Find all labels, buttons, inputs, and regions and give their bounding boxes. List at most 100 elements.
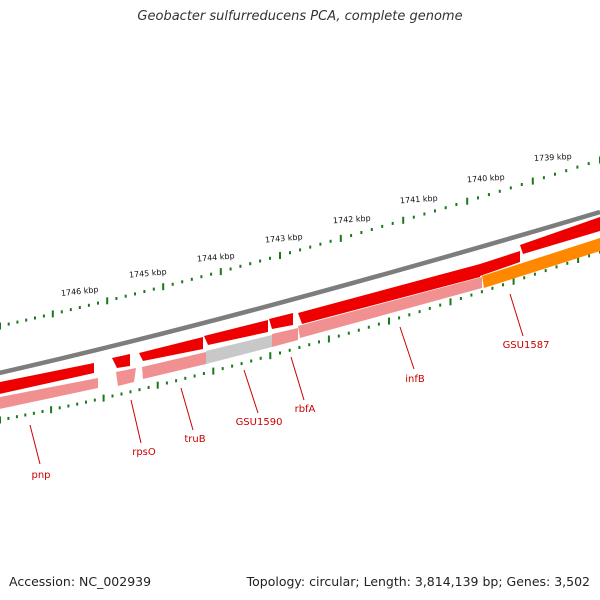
ruler-dot <box>152 287 155 291</box>
gene-label-rpso[interactable]: rpsO <box>132 447 156 458</box>
gene-reverse-rbfa[interactable] <box>272 328 298 347</box>
gene-label-gsu1590[interactable]: GSU1590 <box>236 417 283 428</box>
ruler-dot <box>269 256 271 260</box>
ruler-dot <box>76 402 79 406</box>
ruler-tick <box>531 177 534 185</box>
gene-label-trub[interactable]: truB <box>184 434 205 445</box>
ruler-dot <box>143 290 146 293</box>
ruler-tick <box>449 298 452 306</box>
ruler-tick <box>0 322 1 330</box>
ruler-label-1744: 1744 kbp <box>197 251 235 263</box>
ruler-dot <box>120 392 123 396</box>
gene-reverse-infb[interactable] <box>298 277 482 338</box>
ruler-dot <box>97 301 99 305</box>
gene-forward-infb[interactable] <box>298 264 480 324</box>
ruler-dot <box>308 343 311 347</box>
ruler-dot <box>202 372 205 375</box>
gene-forward-gsu1588[interactable] <box>480 251 520 276</box>
ruler-dot <box>93 398 96 402</box>
ruler-label-1743: 1743 kbp <box>265 232 303 244</box>
gene-forward-rpso[interactable] <box>112 354 130 368</box>
ruler-dot <box>60 310 63 314</box>
gene-reverse-gsu1587[interactable] <box>482 238 600 288</box>
ruler-dot <box>193 374 196 378</box>
ruler-dot <box>439 303 442 307</box>
gene-reverse-pnp[interactable] <box>0 378 98 410</box>
ruler-dot <box>434 209 436 213</box>
connector-gsu1587 <box>509 293 524 337</box>
ruler-dot <box>229 267 232 271</box>
ruler-dot <box>85 400 87 404</box>
ruler-dot <box>249 262 252 266</box>
gene-reverse-gsu1590[interactable] <box>206 335 272 364</box>
ruler-tick <box>212 367 215 375</box>
ruler-dot <box>502 283 504 287</box>
ruler-tick <box>466 197 469 205</box>
backbone-line <box>0 209 600 376</box>
ruler-dot <box>221 367 224 371</box>
ruler-dot <box>487 193 490 197</box>
ruler-dot <box>115 297 118 300</box>
ruler-dot <box>318 340 320 344</box>
ruler-tick <box>279 252 281 259</box>
ruler-dot <box>423 212 426 216</box>
ruler-dot <box>279 351 281 355</box>
connector-trub <box>180 387 194 431</box>
ruler-dot <box>337 334 340 338</box>
ruler-dot <box>309 245 312 249</box>
ruler-dot <box>288 348 291 352</box>
ruler-label-1741: 1741 kbp <box>400 194 438 206</box>
gene-label-gsu1587[interactable]: GSU1587 <box>503 340 550 351</box>
gene-label-infb[interactable]: infB <box>405 374 425 385</box>
ruler-dot <box>250 359 253 363</box>
ruler-dot <box>418 310 421 314</box>
ruler-dot <box>87 303 90 307</box>
gene-forward-gsu1590[interactable] <box>204 320 268 345</box>
ruler-dot <box>24 413 27 417</box>
gene-label-pnp[interactable]: pnp <box>31 470 50 481</box>
ruler-dot <box>147 386 150 389</box>
ruler-dot <box>555 265 558 269</box>
ruler-dot <box>428 306 431 310</box>
ruler-dot <box>576 165 579 169</box>
gene-reverse-trub[interactable] <box>142 352 206 379</box>
ruler-tick <box>219 268 222 276</box>
ruler-dot <box>67 404 70 408</box>
ruler-dot <box>566 261 569 265</box>
ruler-label-1746: 1746 kbp <box>61 285 99 298</box>
gene-label-rbfa[interactable]: rbfA <box>295 404 316 415</box>
accession-text: Accession: NC_002939 <box>9 574 152 589</box>
ruler-dot <box>523 276 526 280</box>
ruler-dot <box>42 314 45 318</box>
ruler-dot <box>181 280 184 284</box>
gene-reverse-rpso[interactable] <box>116 368 136 386</box>
ruler-dot <box>470 293 473 297</box>
ruler-tick <box>50 406 53 414</box>
ruler-tick <box>106 297 109 305</box>
ruler-dot <box>231 364 234 368</box>
ruler-dots <box>7 162 600 420</box>
gene-forward-pnp[interactable] <box>0 363 94 395</box>
ruler-tick <box>51 310 54 318</box>
ruler-tick <box>269 352 272 360</box>
ruler-dot <box>459 297 462 300</box>
ruler-dot <box>138 388 141 392</box>
ruler-dot <box>69 308 72 312</box>
ruler-dot <box>520 183 523 186</box>
ruler-dot <box>298 346 301 349</box>
ruler-dot <box>34 316 36 320</box>
ruler-dot <box>329 239 332 243</box>
gene-forward-rbfa[interactable] <box>269 313 293 329</box>
gene-forward-gsu1587[interactable] <box>520 217 600 254</box>
ruler-ticks <box>0 156 600 424</box>
ruler-tick <box>102 394 105 402</box>
ruler-dot <box>129 390 132 394</box>
ruler-dot <box>367 325 370 329</box>
ruler-dot <box>175 379 178 383</box>
page-title: Geobacter sulfurreducens PCA, complete g… <box>137 9 463 24</box>
ruler-dot <box>259 356 262 360</box>
gene-forward-trub[interactable] <box>139 337 203 361</box>
ruler-dot <box>7 416 10 420</box>
ruler-dot <box>444 206 447 210</box>
